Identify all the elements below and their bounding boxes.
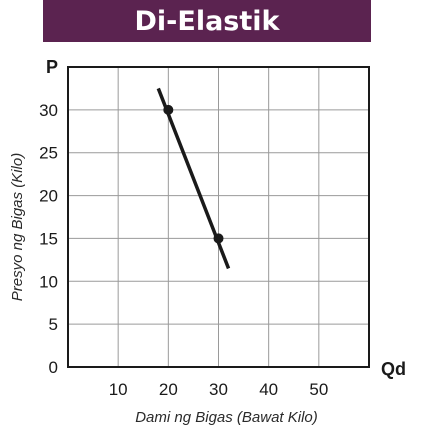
chart-axes (67, 66, 370, 368)
chart-tick-labels: 10 20 30 40 50 0 5 10 15 20 25 30 (39, 101, 328, 399)
chart-title-banner: Di-Elastik (43, 0, 371, 42)
x-tick-label: 10 (109, 380, 128, 399)
y-tick-label: 5 (49, 315, 58, 334)
y-tick-label: 15 (39, 229, 58, 248)
chart-series (156, 87, 231, 270)
x-axis-label: Dami ng Bigas (Bawat Kilo) (135, 409, 318, 426)
chart-title: Di-Elastik (134, 5, 280, 37)
plot-frame (67, 66, 370, 368)
y-tick-label: 25 (39, 144, 58, 163)
y-axis-label: Presyo ng Bigas (Kilo) (9, 153, 26, 301)
x-tick-label: 50 (309, 380, 328, 399)
x-tick-label: 20 (159, 380, 178, 399)
x-axis-end-label: Qd (381, 359, 406, 379)
y-tick-label: 30 (39, 101, 58, 120)
y-tick-label: 0 (49, 358, 58, 377)
data-point (213, 233, 224, 244)
x-tick-label: 40 (259, 380, 278, 399)
y-tick-label: 10 (39, 272, 58, 291)
data-point (163, 104, 174, 115)
chart-grid (68, 66, 369, 367)
y-tick-label: 20 (39, 187, 58, 206)
x-tick-label: 30 (209, 380, 228, 399)
y-axis-end-label: P (46, 57, 58, 77)
